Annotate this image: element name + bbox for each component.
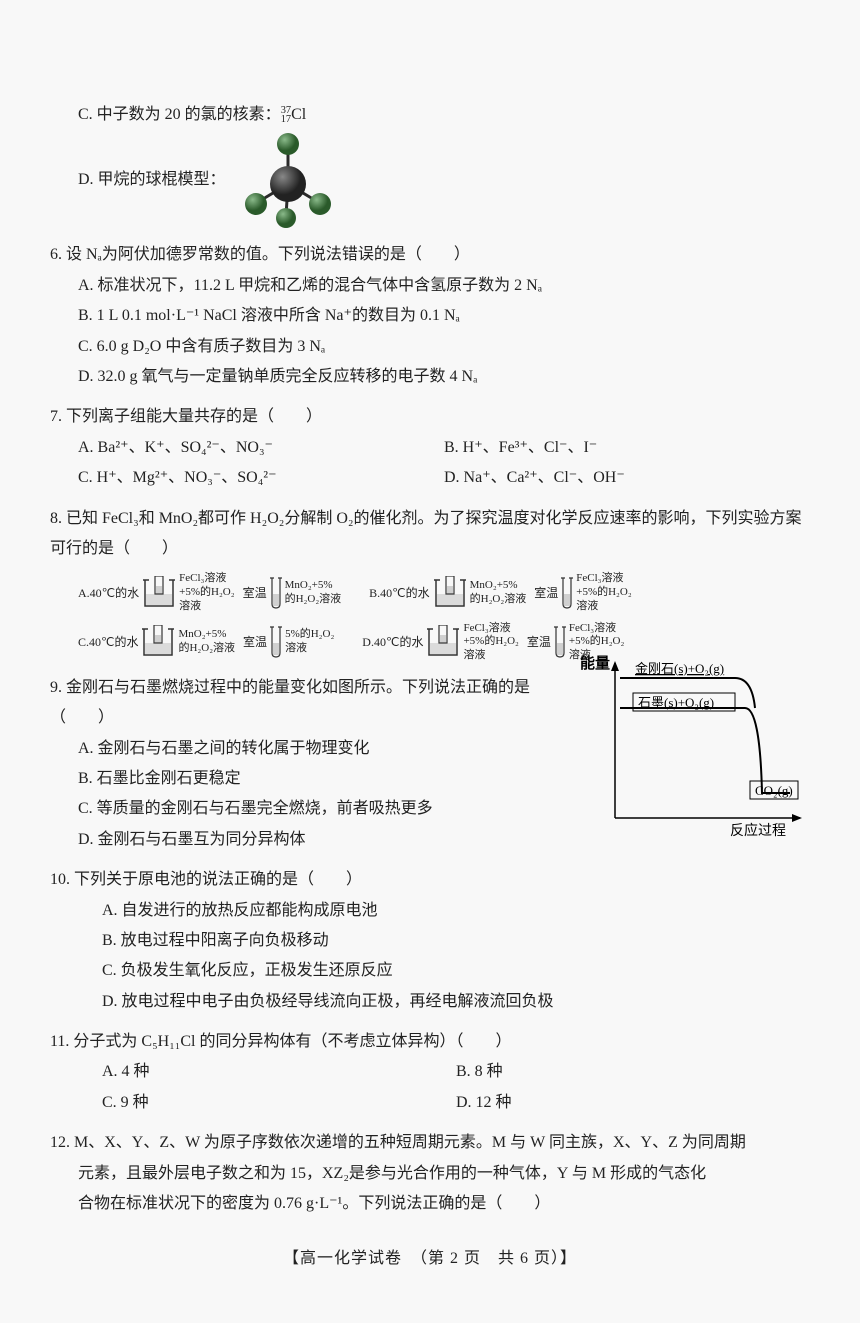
- q8-opt-c: C.40℃的水 MnO₂+5%的H₂O₂溶液 室温 5%的H₂O₂溶液: [78, 625, 334, 659]
- xlabel: 反应过程: [730, 822, 786, 838]
- question-7: 7. 下列离子组能大量共存的是（ ） A. Ba²⁺、K⁺、SO₄²⁻、NO₃⁻…: [50, 402, 810, 493]
- q11-opt-d: D. 12 种: [456, 1088, 810, 1118]
- q6-opt-d: D. 32.0 g 氧气与一定量钠单质完全反应转移的电子数 4 Nₐ: [50, 362, 810, 392]
- label-co2: CO₂(g): [755, 783, 793, 798]
- q12-stem3: 合物在标准状况下的密度为 0.76 g·L⁻¹。下列说法正确的是（ ）: [50, 1189, 810, 1219]
- label-room-temp: 室温: [534, 582, 558, 605]
- label-fecl3-h2o2-d2: FeCl₃溶液+5%的H₂O₂溶液: [569, 622, 624, 663]
- label-c-40c: C.40℃的水: [78, 631, 138, 654]
- atomic-number: 17: [281, 115, 291, 124]
- label-d-40c: D.40℃的水: [362, 631, 423, 654]
- label-fecl3-h2o2-d: FeCl₃溶液+5%的H₂O₂溶液: [463, 622, 518, 663]
- q10-opt-c: C. 负极发生氧化反应，正极发生还原反应: [50, 956, 810, 986]
- q11-row2: C. 9 种 D. 12 种: [50, 1088, 810, 1118]
- q11-row1: A. 4 种 B. 8 种: [50, 1057, 810, 1087]
- q10-opt-a: A. 自发进行的放热反应都能构成原电池: [50, 896, 810, 926]
- q10-stem: 10. 下列关于原电池的说法正确的是（ ）: [50, 865, 810, 895]
- beaker-icon: [141, 576, 177, 610]
- label-fecl3-h2o2: FeCl₃溶液+5%的H₂O₂溶液: [179, 572, 234, 613]
- q12-stem1: 12. M、X、Y、Z、W 为原子序数依次递增的五种短周期元素。M 与 W 同主…: [50, 1128, 810, 1158]
- q7-row2: C. H⁺、Mg²⁺、NO₃⁻、SO₄²⁻ D. Na⁺、Ca²⁺、Cl⁻、OH…: [50, 463, 810, 493]
- q8-opt-a: A.40℃的水 FeCl₃溶液+5%的H₂O₂溶液 室温 MnO₂+5%的H₂O…: [78, 572, 341, 613]
- q11-opt-a: A. 4 种: [102, 1057, 456, 1087]
- test-tube-icon: [269, 625, 283, 659]
- q8-row-ab: A.40℃的水 FeCl₃溶液+5%的H₂O₂溶液 室温 MnO₂+5%的H₂O…: [50, 572, 810, 613]
- q7-row1: A. Ba²⁺、K⁺、SO₄²⁻、NO₃⁻ B. H⁺、Fe³⁺、Cl⁻、I⁻: [50, 433, 810, 463]
- question-6: 6. 设 Nₐ为阿伏加德罗常数的值。下列说法错误的是（ ） A. 标准状况下，1…: [50, 240, 810, 392]
- beaker-icon: [140, 625, 176, 659]
- label-fecl3-h2o2-b: FeCl₃溶液+5%的H₂O₂溶液: [576, 572, 631, 613]
- q10-opt-b: B. 放电过程中阳离子向负极移动: [50, 926, 810, 956]
- q7-opt-d: D. Na⁺、Ca²⁺、Cl⁻、OH⁻: [444, 463, 810, 493]
- q12-stem2: 元素，且最外层电子数之和为 15，XZ₂是参与光合作用的一种气体，Y 与 M 形…: [50, 1159, 810, 1189]
- q11-stem: 11. 分子式为 C₅H₁₁Cl 的同分异构体有（不考虑立体异构）（ ）: [50, 1027, 810, 1057]
- label-room-temp: 室温: [243, 631, 267, 654]
- test-tube-icon: [269, 576, 283, 610]
- q10-opt-d: D. 放电过程中电子由负极经导线流向正极，再经电解液流回负极: [50, 987, 810, 1017]
- methane-ball-stick-model: [238, 130, 338, 230]
- label-5-h2o2: 5%的H₂O₂溶液: [285, 628, 334, 656]
- q11-opt-b: B. 8 种: [456, 1057, 810, 1087]
- question-5-remnant: C. 中子数为 20 的氯的核素：3717Cl D. 甲烷的球棍模型：: [50, 100, 810, 230]
- nuclide-notation: 3717: [281, 106, 291, 125]
- beaker-icon: [425, 625, 461, 659]
- q6-opt-b: B. 1 L 0.1 mol·L⁻¹ NaCl 溶液中所含 Na⁺的数目为 0.…: [50, 301, 810, 331]
- q7-opt-a: A. Ba²⁺、K⁺、SO₄²⁻、NO₃⁻: [78, 433, 444, 463]
- label-b-40c: B.40℃的水: [369, 582, 429, 605]
- q5-opt-d-row: D. 甲烷的球棍模型：: [50, 130, 810, 230]
- label-mno2-h2o2-b: MnO₂+5%的H₂O₂溶液: [470, 579, 527, 607]
- page-footer: 【高一化学试卷 （第 2 页 共 6 页）】: [50, 1244, 810, 1274]
- label-diamond: 金刚石(s)+O₂(g): [635, 661, 724, 676]
- q7-opt-b: B. H⁺、Fe³⁺、Cl⁻、I⁻: [444, 433, 810, 463]
- q8-opt-d: D.40℃的水 FeCl₃溶液+5%的H₂O₂溶液 室温 FeCl₃溶液+5%的…: [362, 622, 624, 663]
- label-room-temp: 室温: [527, 631, 551, 654]
- q6-stem: 6. 设 Nₐ为阿伏加德罗常数的值。下列说法错误的是（ ）: [50, 240, 810, 270]
- q6-opt-c: C. 6.0 g D₂O 中含有质子数目为 3 Nₐ: [50, 332, 810, 362]
- q5-optC-text: C. 中子数为 20 的氯的核素：: [78, 106, 281, 123]
- q8-opt-b: B.40℃的水 MnO₂+5%的H₂O₂溶液 室温 FeCl₃溶液+5%的H₂O…: [369, 572, 632, 613]
- q5-opt-c: C. 中子数为 20 的氯的核素：3717Cl: [50, 100, 810, 130]
- label-room-temp: 室温: [243, 582, 267, 605]
- test-tube-icon: [560, 576, 574, 610]
- beaker-icon: [432, 576, 468, 610]
- label-graphite: 石墨(s)+O₂(g): [638, 695, 714, 710]
- q8-stem: 8. 已知 FeCl₃和 MnO₂都可作 H₂O₂分解制 O₂的催化剂。为了探究…: [50, 504, 810, 565]
- element-symbol: Cl: [291, 106, 306, 123]
- label-mno2-h2o2: MnO₂+5%的H₂O₂溶液: [285, 579, 342, 607]
- label-a-40c: A.40℃的水: [78, 582, 139, 605]
- q7-stem: 7. 下列离子组能大量共存的是（ ）: [50, 402, 810, 432]
- q11-opt-c: C. 9 种: [102, 1088, 456, 1118]
- q5-optD-text: D. 甲烷的球棍模型：: [78, 165, 226, 195]
- question-10: 10. 下列关于原电池的说法正确的是（ ） A. 自发进行的放热反应都能构成原电…: [50, 865, 810, 1017]
- question-11: 11. 分子式为 C₅H₁₁Cl 的同分异构体有（不考虑立体异构）（ ） A. …: [50, 1027, 810, 1118]
- label-mno2-h2o2-c: MnO₂+5%的H₂O₂溶液: [178, 628, 235, 656]
- question-8: 8. 已知 FeCl₃和 MnO₂都可作 H₂O₂分解制 O₂的催化剂。为了探究…: [50, 504, 810, 663]
- q7-opt-c: C. H⁺、Mg²⁺、NO₃⁻、SO₄²⁻: [78, 463, 444, 493]
- energy-diagram: 能量 反应过程 金刚石(s)+O₂(g) 石墨(s)+O₂(g) CO₂(g): [580, 653, 810, 838]
- question-12: 12. M、X、Y、Z、W 为原子序数依次递增的五种短周期元素。M 与 W 同主…: [50, 1128, 810, 1219]
- q6-opt-a: A. 标准状况下，11.2 L 甲烷和乙烯的混合气体中含氢原子数为 2 Nₐ: [50, 271, 810, 301]
- test-tube-icon: [553, 625, 567, 659]
